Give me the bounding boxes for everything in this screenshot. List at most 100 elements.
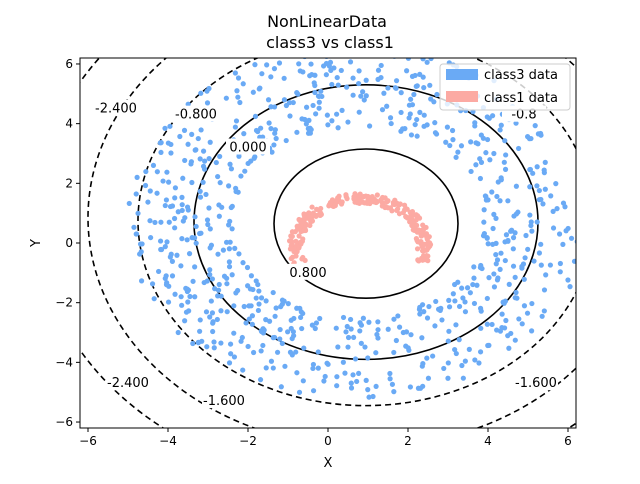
scatter-point (204, 217, 211, 223)
scatter-point (378, 74, 384, 81)
scatter-point (396, 324, 403, 330)
scatter-point (290, 99, 296, 106)
scatter-point (523, 232, 529, 239)
scatter-point (226, 360, 233, 366)
scatter-point (271, 142, 277, 148)
scatter-point (432, 120, 438, 126)
scatter-point (412, 212, 419, 218)
contour-line (137, 58, 576, 407)
scatter-point (186, 251, 193, 257)
scatter-point (327, 199, 334, 206)
scatter-point (497, 198, 503, 204)
scatter-point (534, 164, 540, 170)
scatter-point (207, 139, 213, 145)
scatter-point (512, 274, 518, 280)
contour-label-bg (174, 105, 218, 122)
scatter-point (352, 191, 358, 197)
scatter-point (133, 191, 139, 197)
scatter-point (477, 349, 484, 355)
scatter-point (312, 325, 318, 332)
scatter-point (204, 344, 210, 350)
scatter-point (427, 82, 433, 88)
scatter-point (538, 262, 544, 268)
scatter-point (481, 219, 487, 225)
contour-label: 0.000 (229, 141, 266, 156)
scatter-point (535, 131, 542, 137)
contour-label: -0.8 (511, 108, 536, 123)
scatter-point (185, 299, 191, 305)
scatter-point (338, 201, 345, 207)
scatter-point (412, 121, 418, 128)
scatter-point (279, 340, 285, 347)
scatter-point (253, 295, 259, 301)
scatter-point (229, 226, 235, 232)
scatter-point (363, 193, 369, 199)
scatter-point (179, 236, 185, 242)
scatter-point (468, 139, 474, 145)
scatter-point (329, 118, 335, 124)
scatter-point (231, 330, 237, 336)
scatter-point (392, 85, 398, 91)
scatter-point (339, 107, 345, 113)
legend-swatch-class3 (446, 69, 478, 80)
scatter-point (157, 140, 163, 146)
y-axis-label: Y (29, 239, 44, 248)
scatter-point (462, 309, 469, 315)
scatter-point (255, 128, 261, 135)
scatter-point (282, 363, 288, 369)
scatter-point (501, 300, 507, 306)
scatter-point (264, 62, 270, 68)
scatter-point (197, 188, 203, 194)
scatter-point (441, 365, 447, 372)
scatter-point (395, 313, 401, 319)
scatter-point (213, 159, 219, 166)
scatter-point (495, 179, 501, 185)
scatter-point (300, 378, 306, 384)
x-tick-label: −2 (239, 434, 257, 448)
scatter-point (184, 288, 191, 295)
scatter-point (181, 127, 188, 133)
scatter-point (452, 281, 458, 288)
contour-label-bg (286, 263, 330, 280)
scatter-point (215, 173, 221, 180)
scatter-point (373, 383, 379, 390)
scatter-point (406, 347, 412, 353)
scatter-point (294, 226, 301, 232)
scatter-point (347, 59, 354, 65)
scatter-point (232, 70, 238, 76)
scatter-point (531, 258, 537, 264)
scatter-point (348, 380, 354, 386)
scatter-point (420, 58, 426, 62)
scatter-point (464, 285, 471, 291)
scatter-point (490, 225, 496, 232)
scatter-point (502, 257, 508, 264)
scatter-point (198, 127, 204, 133)
scatter-point (304, 215, 310, 221)
scatter-point (158, 219, 164, 225)
scatter-point (244, 264, 251, 271)
legend-label-class3: class3 data (484, 68, 558, 83)
scatter-point (240, 260, 246, 266)
scatter-point (350, 75, 356, 81)
legend-label-class1: class1 data (484, 91, 558, 106)
scatter-point (192, 264, 198, 270)
contour-label: -2.400 (107, 376, 149, 391)
scatter-point (189, 131, 195, 137)
scatter-point (425, 245, 432, 251)
scatter-point (547, 262, 554, 268)
scatter-point (334, 74, 340, 81)
scatter-point (404, 68, 410, 74)
scatter-point (316, 105, 322, 111)
scatter-point (315, 349, 321, 355)
scatter-point (179, 302, 185, 308)
scatter-point (216, 202, 222, 208)
scatter-point (322, 373, 328, 380)
scatter-point (489, 321, 495, 328)
scatter-point (432, 130, 439, 136)
scatter-point (134, 174, 140, 180)
scatter-point (167, 123, 173, 129)
scatter-point (142, 182, 149, 189)
scatter-point (256, 288, 262, 294)
scatter-point (175, 329, 181, 336)
